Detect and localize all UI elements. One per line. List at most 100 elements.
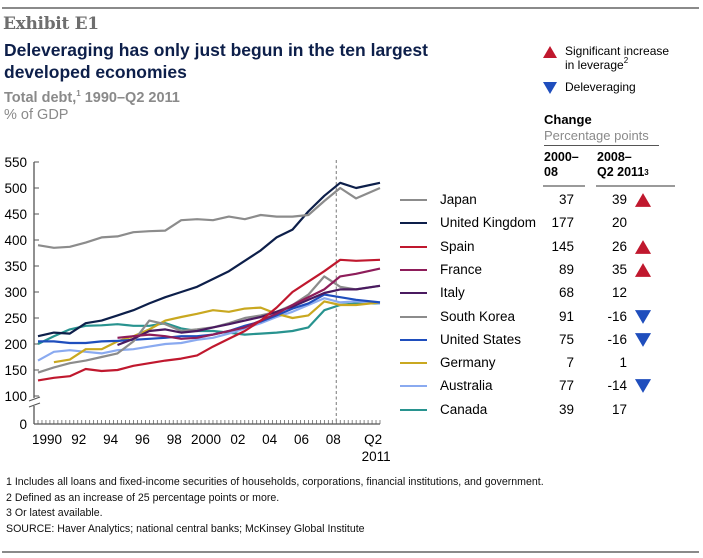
change-2008-q2-2011: -16 xyxy=(607,308,627,324)
series-line-united-states xyxy=(38,293,381,345)
footnote-3: 3 Or latest available. xyxy=(6,507,103,519)
legend-swatch xyxy=(400,408,427,411)
footnote-2: 2 Defined as an increase of 25 percentag… xyxy=(6,491,280,504)
triangle-down-icon xyxy=(634,309,652,324)
change-header: Change Percentage points xyxy=(544,112,649,143)
legend-swatch xyxy=(400,222,427,225)
triangle-down-icon xyxy=(634,379,652,394)
legend-row-australia: Australia 77 -14 xyxy=(398,377,703,397)
y-tick-label: 100 xyxy=(4,389,27,404)
column-header-2000-08: 2000– 08 xyxy=(544,150,579,180)
x-tick-label-year: 2011 xyxy=(362,449,391,464)
legend-row-united-kingdom: United Kingdom 177 20 xyxy=(398,214,703,234)
unit-label: % of GDP xyxy=(4,107,69,123)
key-increase: Significant increase in leverage2 xyxy=(543,44,669,72)
chart-subtitle: Total debt,1 1990–Q2 2011 xyxy=(4,90,180,107)
change-2000-08: 145 xyxy=(551,238,574,254)
legend-row-south-korea: South Korea 91 -16 xyxy=(398,308,703,328)
country-name: United Kingdom xyxy=(440,215,537,231)
bottom-rule xyxy=(2,551,699,553)
y-tick-label: 0 xyxy=(19,417,27,432)
change-2000-08: 77 xyxy=(558,378,574,394)
series-line-south-korea xyxy=(37,275,381,374)
key-deleveraging: Deleveraging xyxy=(543,80,636,94)
exhibit-label: Exhibit E1 xyxy=(3,14,99,34)
change-2000-08: 177 xyxy=(551,215,574,231)
key-increase-label: Significant increase in leverage2 xyxy=(565,44,669,72)
legend-row-spain: Spain 145 26 xyxy=(398,238,703,258)
footnote-1: 1 Includes all loans and fixed-income se… xyxy=(6,476,544,488)
change-2008-q2-2011: 17 xyxy=(611,401,627,417)
series-line-germany xyxy=(53,300,381,364)
y-tick-label: 550 xyxy=(4,155,27,170)
legend-swatch xyxy=(400,292,427,295)
change-2008-q2-2011: 20 xyxy=(611,215,627,231)
x-tick-label: 96 xyxy=(135,432,150,447)
x-tick-label: 02 xyxy=(230,432,245,447)
series-line-italy xyxy=(117,284,381,347)
x-tick-label: 2000 xyxy=(191,432,221,447)
country-name: France xyxy=(440,261,483,277)
change-subtitle: Percentage points xyxy=(544,128,649,143)
source-note: SOURCE: Haver Analytics; national centra… xyxy=(6,522,365,535)
legend-swatch xyxy=(400,199,427,201)
change-2008-q2-2011: 12 xyxy=(611,285,627,301)
footnotes: 1 Includes all loans and fixed-income se… xyxy=(6,475,544,537)
legend-swatch xyxy=(400,362,427,365)
country-name: Spain xyxy=(440,238,475,254)
legend-row-germany: Germany 7 1 xyxy=(398,354,703,374)
country-name: Italy xyxy=(440,285,465,301)
axis-break-mark xyxy=(28,402,41,408)
change-2008-q2-2011: 35 xyxy=(611,261,627,277)
y-tick-label: 500 xyxy=(4,181,27,196)
col2-rule xyxy=(596,185,675,187)
footnote-ref-3: 3 xyxy=(644,168,649,177)
chart-title: Deleveraging has only just begun in the … xyxy=(4,40,428,82)
series-line-canada xyxy=(37,302,380,345)
series-line-spain xyxy=(37,258,381,382)
triangle-up-icon xyxy=(634,262,652,277)
legend-row-canada: Canada 39 17 xyxy=(398,401,703,421)
change-2008-q2-2011: 39 xyxy=(611,192,627,207)
x-tick-label: 94 xyxy=(103,432,119,447)
series-line-france xyxy=(117,267,381,340)
country-name: South Korea xyxy=(440,308,516,324)
change-2000-08: 89 xyxy=(558,261,574,277)
subtitle-text: Total debt, xyxy=(4,90,77,106)
x-tick-label: 92 xyxy=(71,432,86,447)
series-line-australia xyxy=(37,297,381,362)
change-2008-q2-2011: 1 xyxy=(619,355,627,371)
triangle-up-icon xyxy=(543,46,557,58)
top-rule xyxy=(2,7,699,9)
change-2000-08: 7 xyxy=(566,355,574,371)
legend-swatch xyxy=(400,315,427,318)
change-2000-08: 75 xyxy=(558,331,574,347)
axis-break-mark xyxy=(28,396,41,402)
change-2008-q2-2011: 26 xyxy=(611,238,627,254)
country-name: United States xyxy=(440,331,522,347)
triangle-up-icon xyxy=(634,193,652,207)
y-tick-label: 200 xyxy=(4,337,27,352)
change-2000-08: 91 xyxy=(558,308,574,324)
y-tick-label: 450 xyxy=(4,207,27,222)
col1-line2: 08 xyxy=(544,165,558,179)
country-name: Australia xyxy=(440,378,493,394)
col2-line1: 2008– xyxy=(597,150,632,164)
col1-line1: 2000– xyxy=(544,150,579,164)
x-tick-label: 1990 xyxy=(32,432,62,447)
series-line-united-kingdom xyxy=(37,181,381,338)
header-divider xyxy=(544,145,659,146)
subtitle-range: 1990–Q2 2011 xyxy=(80,90,180,106)
legend-row-france: France 89 35 xyxy=(398,261,703,281)
country-name: Germany xyxy=(440,355,496,371)
legend-swatch xyxy=(400,338,427,341)
key-increase-line2: in leverage xyxy=(565,58,624,72)
change-2000-08: 39 xyxy=(558,401,574,417)
x-tick-label: Q2 xyxy=(364,432,382,447)
triangle-down-icon xyxy=(634,332,652,347)
legend-swatch xyxy=(400,245,427,248)
country-name: Japan xyxy=(440,192,477,207)
col1-rule xyxy=(543,185,585,187)
y-tick-label: 150 xyxy=(4,363,27,378)
change-2000-08: 37 xyxy=(558,192,574,207)
